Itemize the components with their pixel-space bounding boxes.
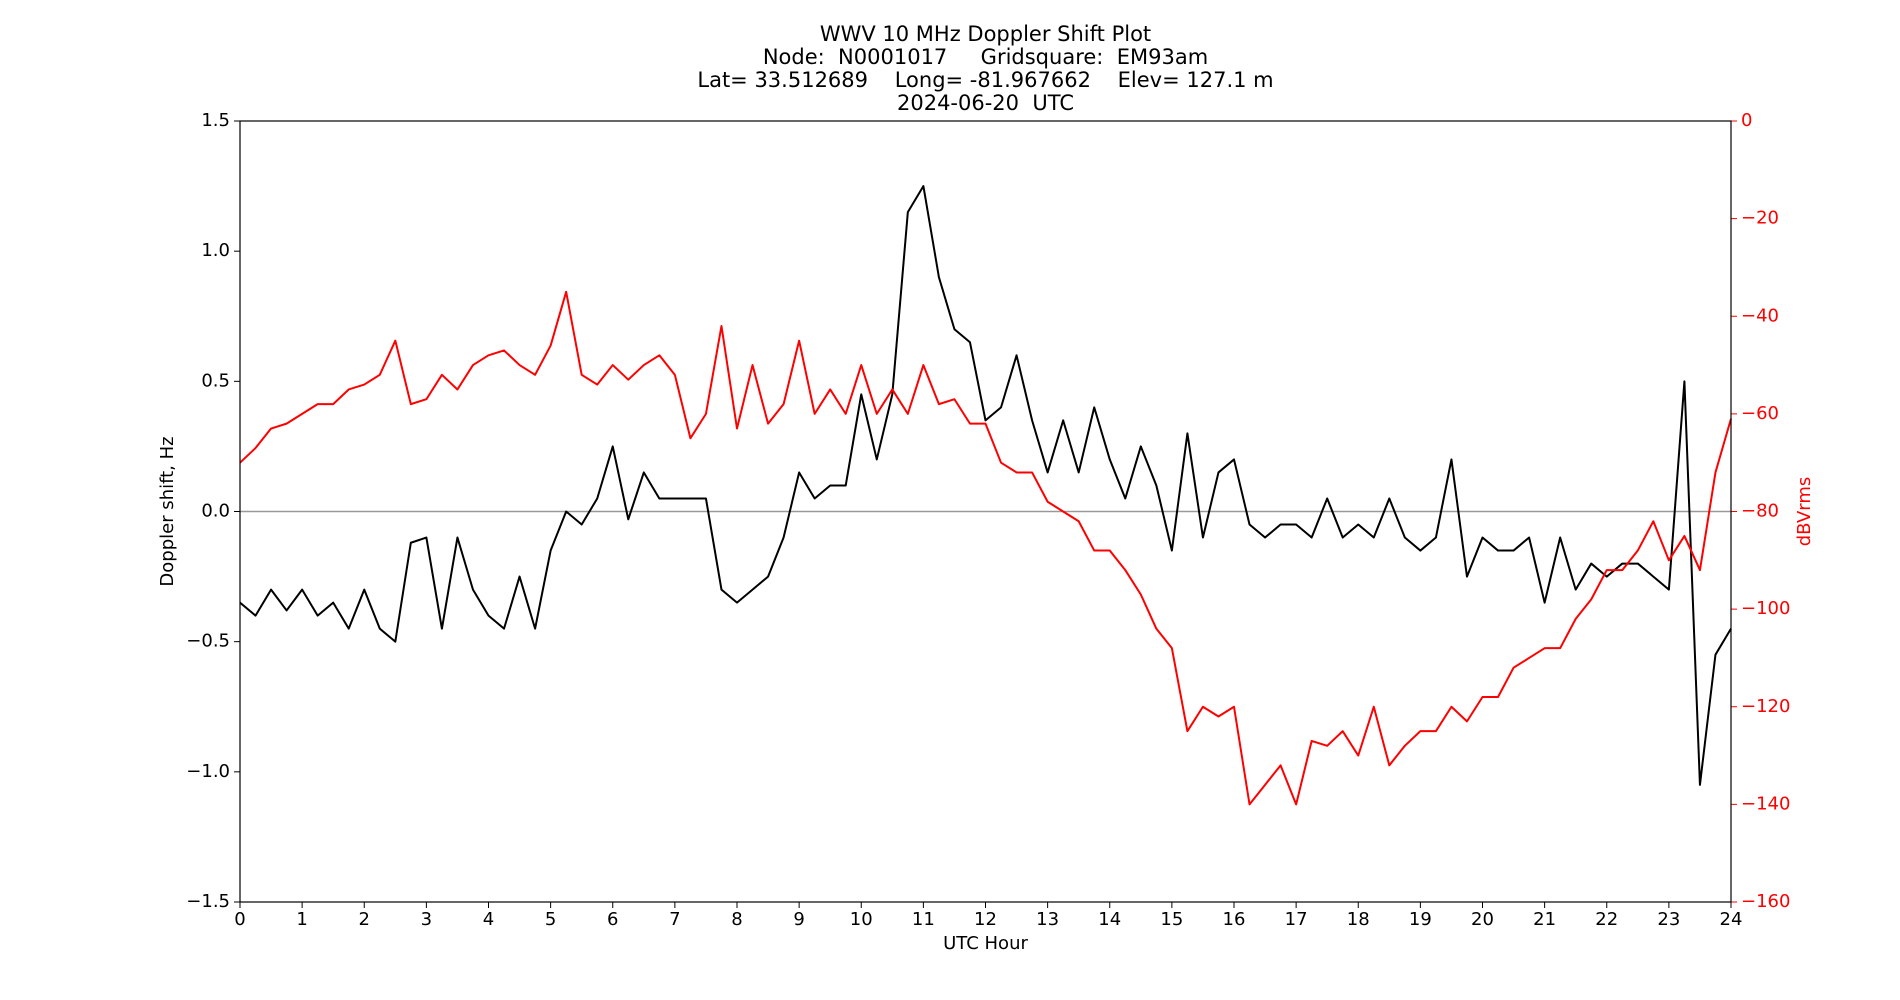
y2-tick-label: −120 (1741, 696, 1790, 717)
x-axis-label: UTC Hour (943, 933, 1028, 954)
chart-title: WWV 10 MHz Doppler Shift Plot (820, 22, 1151, 46)
y2-tick-label: −160 (1741, 891, 1790, 912)
x-tick-label: 8 (731, 909, 742, 930)
x-tick-label: 16 (1223, 909, 1246, 930)
x-tick-label: 17 (1285, 909, 1308, 930)
x-tick-label: 22 (1595, 909, 1618, 930)
y-tick-label: −1.0 (186, 761, 230, 782)
x-tick-label: 19 (1409, 909, 1432, 930)
x-tick-label: 13 (1036, 909, 1059, 930)
y2-tick-label: −60 (1741, 403, 1779, 424)
chart-title: Node: N0001017 Gridsquare: EM93am (763, 45, 1208, 69)
x-tick-label: 11 (912, 909, 935, 930)
y-tick-label: −1.5 (186, 891, 230, 912)
y-tick-label: 1.0 (201, 240, 230, 261)
plot-frame (239, 120, 1732, 903)
chart-title: Lat= 33.512689 Long= -81.967662 Elev= 12… (697, 68, 1273, 92)
x-tick-label: 9 (793, 909, 804, 930)
x-tick-label: 24 (1720, 909, 1743, 930)
x-tick-label: 18 (1347, 909, 1370, 930)
y2-tick-label: −100 (1741, 598, 1790, 619)
y2-tick-label: −40 (1741, 305, 1779, 326)
x-tick-label: 20 (1471, 909, 1494, 930)
y2-axis-label: dBVrms (1794, 477, 1815, 547)
x-tick-label: 3 (421, 909, 432, 930)
x-tick-label: 4 (483, 909, 494, 930)
y2-tick-label: −80 (1741, 501, 1779, 522)
y2-tick-label: 0 (1741, 110, 1752, 131)
x-tick-label: 15 (1160, 909, 1183, 930)
series-line (239, 185, 1732, 786)
x-tick-label: 7 (669, 909, 680, 930)
y-axis-label: Doppler shift, Hz (157, 436, 178, 586)
x-tick-label: 23 (1657, 909, 1680, 930)
x-tick-label: 6 (607, 909, 618, 930)
x-tick-label: 12 (974, 909, 997, 930)
x-tick-label: 5 (545, 909, 556, 930)
x-tick-label: 1 (296, 909, 307, 930)
x-tick-label: 10 (850, 909, 873, 930)
x-tick-label: 2 (359, 909, 370, 930)
y-tick-label: 1.5 (201, 110, 230, 131)
y-tick-label: −0.5 (186, 631, 230, 652)
x-tick-label: 21 (1533, 909, 1556, 930)
y2-tick-label: −140 (1741, 793, 1790, 814)
chart-title: 2024-06-20 UTC (897, 91, 1074, 115)
y-tick-label: 0.0 (201, 501, 230, 522)
y-tick-label: 0.5 (201, 370, 230, 391)
series-line (239, 290, 1732, 806)
y2-tick-label: −20 (1741, 208, 1779, 229)
x-tick-label: 0 (234, 909, 245, 930)
x-tick-label: 14 (1098, 909, 1121, 930)
